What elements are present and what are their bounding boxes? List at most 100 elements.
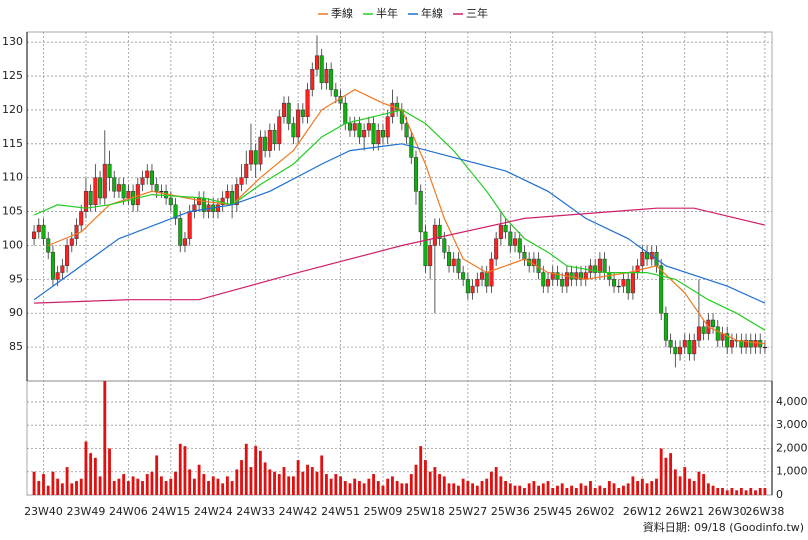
volume-bar	[240, 460, 243, 495]
volume-bar	[716, 488, 720, 495]
candle-body	[305, 89, 310, 117]
y-tick-label: 90	[9, 306, 23, 319]
candle-body	[696, 326, 701, 341]
candle-body	[347, 123, 353, 131]
candle-body	[192, 204, 197, 212]
volume-bar	[438, 474, 441, 495]
volume-bar	[89, 453, 93, 495]
volume-bar	[725, 490, 729, 495]
candle-body	[102, 163, 107, 199]
candle-body	[626, 279, 631, 294]
candle-body	[437, 224, 442, 239]
candle-body	[461, 272, 466, 280]
candle-body	[281, 102, 286, 117]
x-tick-label: 26W21	[665, 505, 704, 518]
volume-bar	[683, 467, 687, 495]
candle-body	[296, 109, 301, 138]
volume-bar	[631, 476, 635, 495]
volume-bar	[108, 448, 111, 495]
volume-bar	[339, 476, 342, 495]
volume-bar	[612, 483, 616, 495]
volume-bar	[315, 471, 319, 495]
volume-bar	[763, 488, 767, 495]
volume-bar	[183, 446, 187, 495]
candle-body	[602, 258, 607, 273]
candle-body	[522, 251, 527, 260]
x-tick-label: 26W30	[708, 505, 747, 518]
candle-body	[32, 231, 37, 239]
candle-body	[546, 279, 551, 287]
volume-bar	[754, 490, 757, 495]
volume-bar	[174, 471, 177, 495]
moving-average-line	[33, 143, 766, 304]
candle-body	[55, 272, 60, 280]
volume-bar	[758, 488, 762, 495]
candle-body	[711, 319, 716, 328]
candle-body	[93, 177, 98, 206]
candle-body	[503, 224, 508, 233]
candle-body	[395, 102, 400, 111]
volume-bar	[400, 483, 404, 495]
volume-bar	[527, 483, 531, 495]
candle-body	[41, 224, 46, 239]
candle-body	[187, 211, 192, 239]
volume-bar	[126, 481, 130, 495]
volume-bar	[711, 485, 715, 495]
candle-body	[154, 184, 159, 192]
volume-bar	[598, 485, 602, 495]
volume-bar	[626, 483, 630, 495]
candle-body	[762, 346, 767, 349]
candle-body	[541, 272, 546, 287]
candle-body	[234, 184, 239, 206]
volume-bar	[499, 476, 503, 495]
candle-body	[145, 170, 150, 178]
volume-bar	[744, 490, 748, 495]
volume-bar	[730, 488, 734, 495]
candle-body	[74, 224, 79, 239]
volume-bar	[202, 474, 206, 495]
volume-bar	[739, 488, 743, 495]
legend-label: 年線	[421, 6, 443, 20]
candle-body	[564, 272, 569, 287]
volume-bar	[697, 471, 701, 495]
volume-bar	[589, 481, 592, 495]
volume-bar	[381, 485, 385, 495]
volume-bar	[659, 448, 663, 495]
candle-body	[215, 204, 220, 212]
volume-bar	[579, 483, 583, 495]
volume-bar	[640, 478, 644, 495]
volume-bar	[414, 464, 418, 495]
volume-bar	[480, 481, 484, 495]
volume-bar	[93, 457, 97, 495]
candle-body	[159, 191, 164, 193]
candle-body	[678, 346, 683, 355]
volume-bar	[235, 469, 239, 495]
volume-bar	[442, 476, 446, 495]
candle-body	[366, 123, 371, 131]
candle-body	[432, 224, 437, 246]
x-tick-label: 24W06	[109, 505, 148, 518]
volume-bar	[207, 481, 210, 495]
volume-bar	[702, 474, 706, 495]
candle-body	[701, 326, 706, 334]
volume-bar	[301, 471, 305, 495]
volume-bar	[287, 476, 291, 495]
volume-bar	[551, 488, 555, 495]
candle-body	[291, 123, 296, 138]
y-tick-label: 110	[2, 171, 23, 184]
volume-bar	[607, 481, 611, 495]
candle-body	[376, 130, 381, 145]
volume-bar	[386, 478, 390, 495]
candle-body	[663, 312, 668, 341]
candle-body	[352, 123, 357, 131]
volume-bar	[518, 485, 522, 495]
volume-bar	[560, 483, 564, 495]
candle-body	[121, 184, 126, 199]
volume-bar	[617, 488, 621, 495]
x-tick-label: 24W51	[321, 505, 360, 518]
volume-bar	[565, 488, 569, 495]
candle-body	[744, 340, 749, 348]
candle-body	[494, 238, 499, 260]
volume-bar	[254, 446, 258, 495]
